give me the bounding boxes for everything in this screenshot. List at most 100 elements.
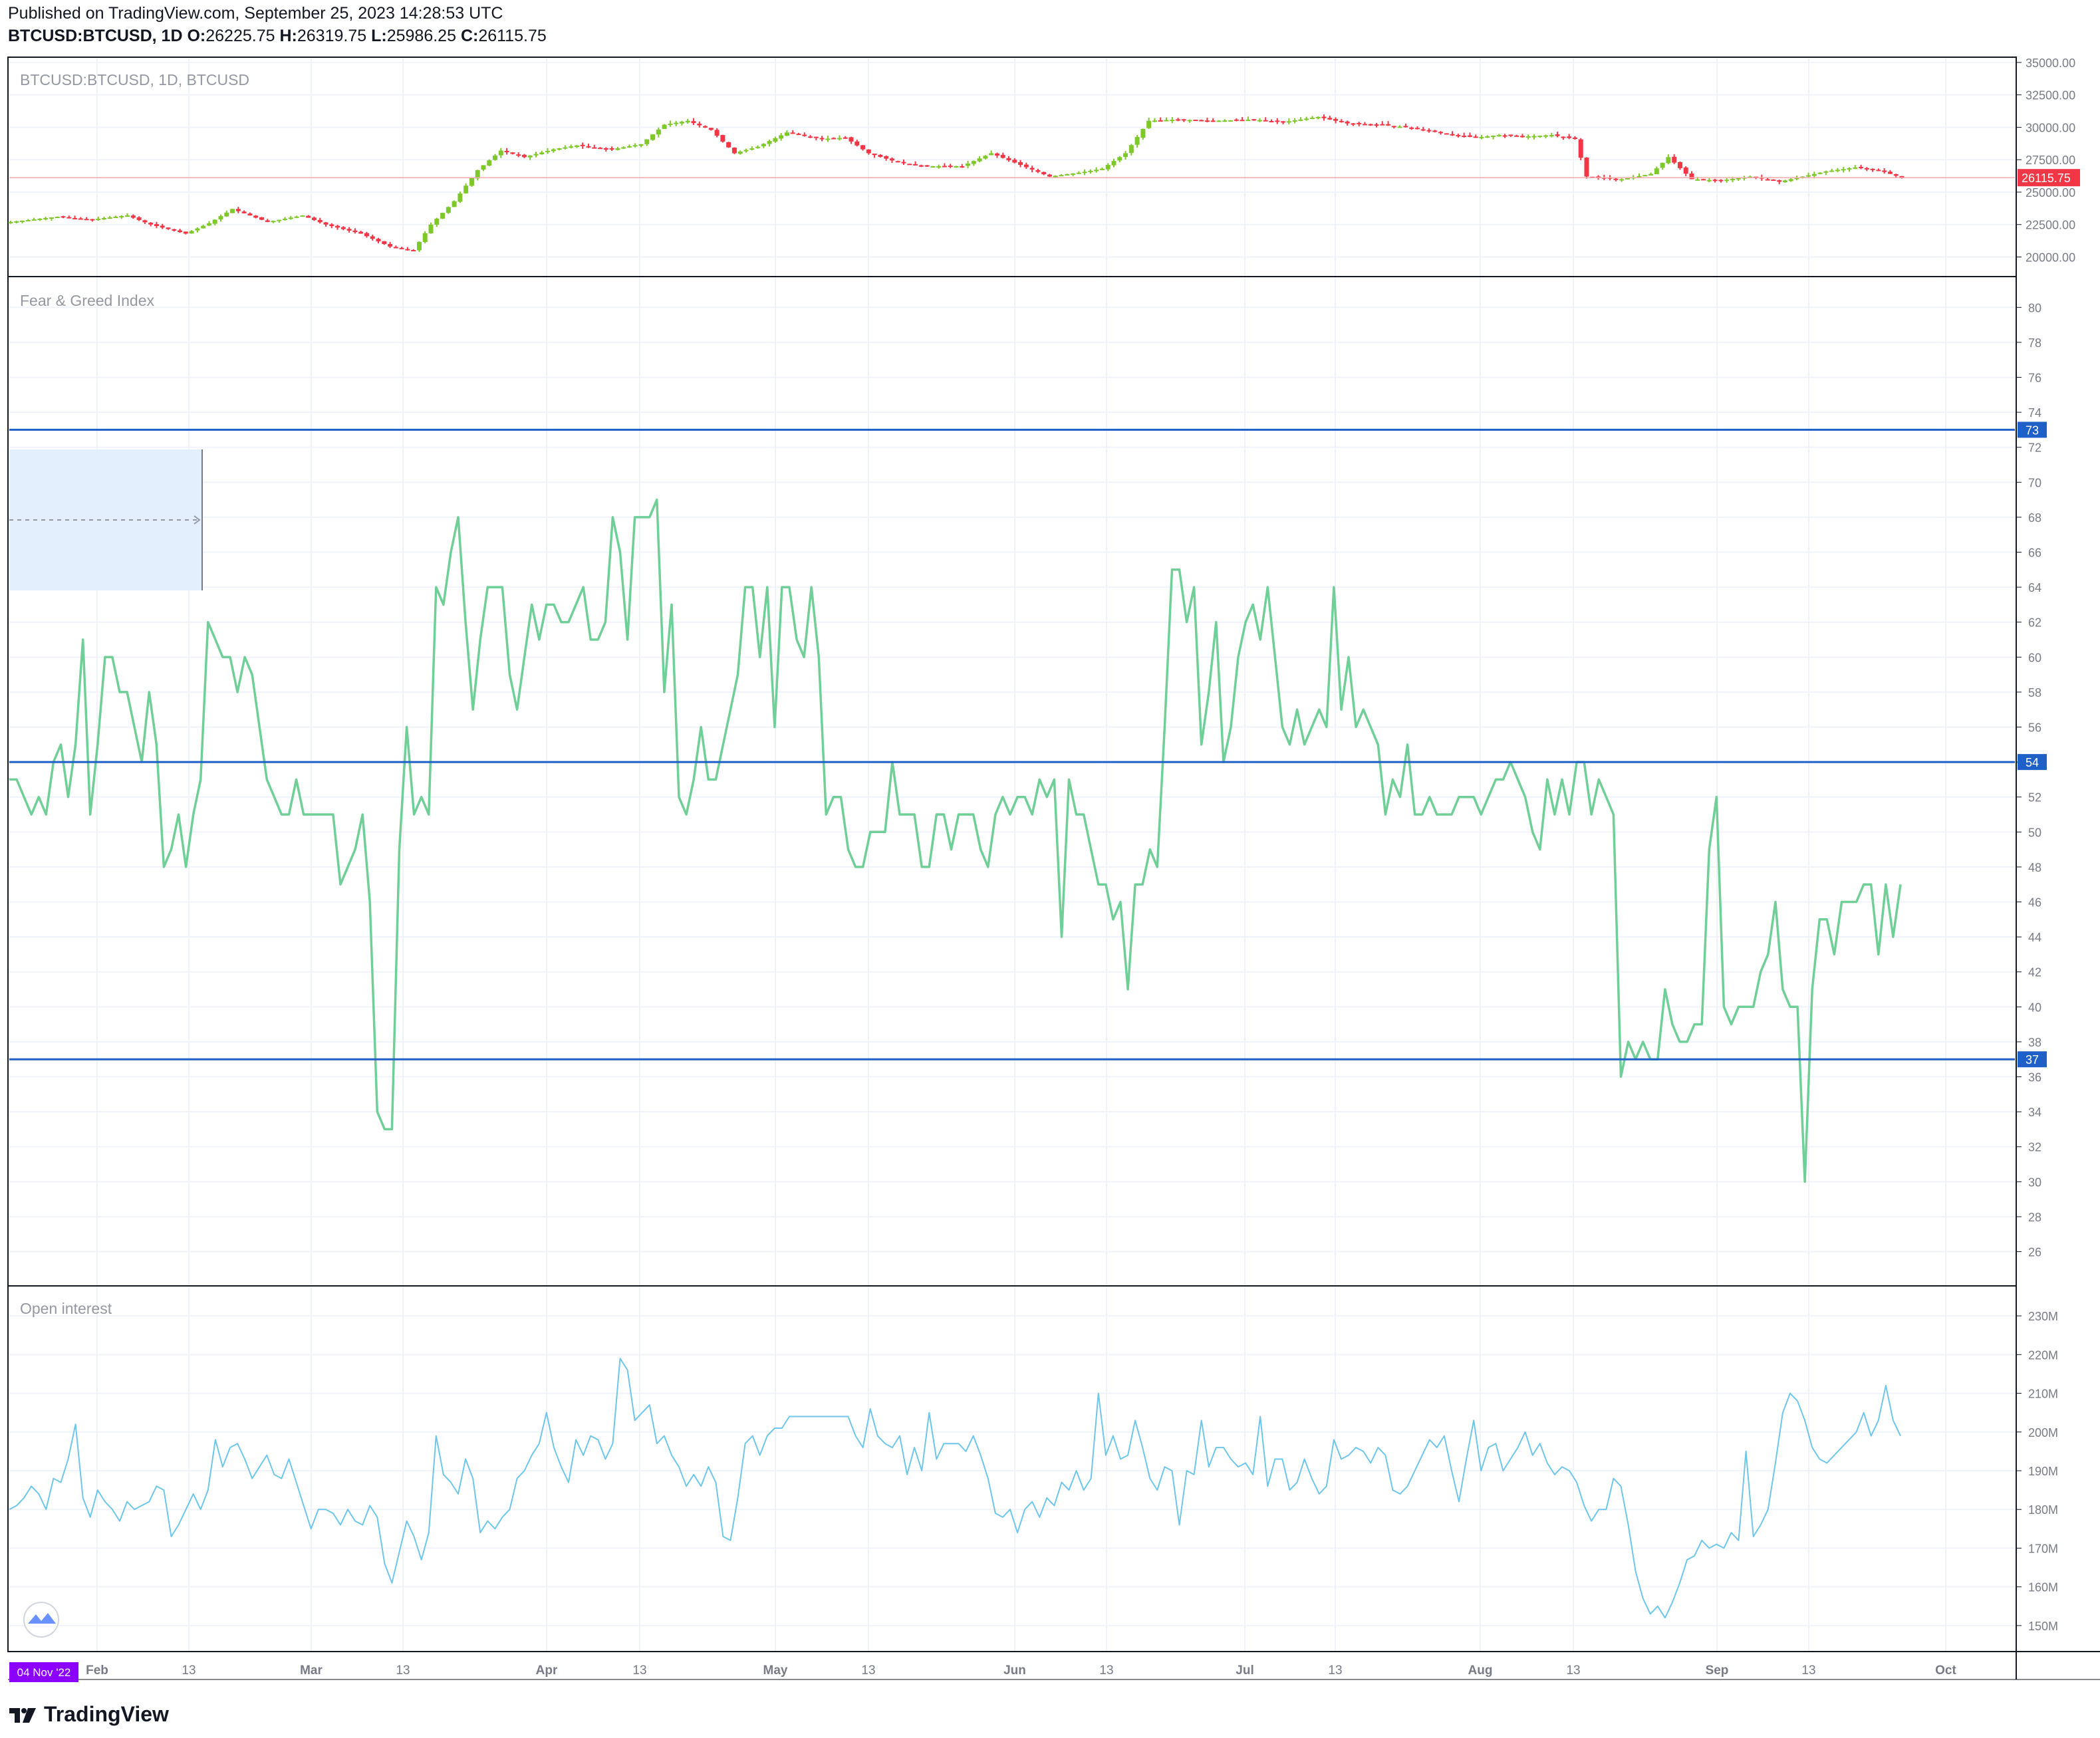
candle-body[interactable] bbox=[942, 166, 947, 168]
candle-body[interactable] bbox=[1572, 137, 1577, 139]
candle-body[interactable] bbox=[831, 138, 837, 140]
candle-body[interactable] bbox=[790, 132, 795, 134]
candle-body[interactable] bbox=[685, 120, 690, 123]
candle-body[interactable] bbox=[335, 225, 340, 228]
candle-body[interactable] bbox=[1432, 130, 1438, 132]
candle-body[interactable] bbox=[1420, 129, 1426, 131]
candle-body[interactable] bbox=[1246, 120, 1251, 122]
fear-greed-line[interactable] bbox=[9, 498, 1902, 1183]
candle-body[interactable] bbox=[346, 229, 352, 231]
candle-body[interactable] bbox=[1456, 135, 1461, 137]
candle-body[interactable] bbox=[1531, 136, 1537, 138]
candle-body[interactable] bbox=[1718, 180, 1724, 182]
candle-body[interactable] bbox=[1351, 123, 1356, 125]
candle-body[interactable] bbox=[1006, 158, 1011, 160]
candle-body[interactable] bbox=[808, 136, 813, 138]
candle-body[interactable] bbox=[1035, 170, 1041, 172]
candle-body[interactable] bbox=[668, 124, 673, 126]
candle-body[interactable] bbox=[37, 218, 43, 220]
candle-body[interactable] bbox=[708, 128, 714, 130]
candle-body[interactable] bbox=[1362, 124, 1367, 126]
candle-body[interactable] bbox=[1637, 176, 1642, 178]
candle-body[interactable] bbox=[1234, 119, 1239, 121]
candle-body[interactable] bbox=[1345, 121, 1350, 124]
candle-body[interactable] bbox=[1158, 120, 1163, 122]
candle-body[interactable] bbox=[440, 213, 446, 219]
candle-body[interactable] bbox=[1701, 179, 1706, 181]
candle-body[interactable] bbox=[743, 150, 749, 152]
candle-body[interactable] bbox=[189, 231, 194, 234]
candle-body[interactable] bbox=[930, 166, 936, 168]
candle-body[interactable] bbox=[884, 156, 889, 159]
candle-body[interactable] bbox=[1199, 120, 1204, 122]
candle-body[interactable] bbox=[1870, 168, 1875, 170]
candle-body[interactable] bbox=[201, 225, 206, 229]
candle-body[interactable] bbox=[329, 224, 334, 227]
candle-body[interactable] bbox=[1269, 121, 1274, 123]
candle-body[interactable] bbox=[259, 217, 264, 220]
candle-body[interactable] bbox=[66, 217, 72, 219]
candle-body[interactable] bbox=[434, 218, 440, 225]
candle-body[interactable] bbox=[399, 247, 404, 249]
candle-body[interactable] bbox=[1567, 136, 1572, 138]
candle-body[interactable] bbox=[1286, 121, 1291, 123]
candle-body[interactable] bbox=[166, 227, 171, 229]
candle-body[interactable] bbox=[1304, 118, 1309, 120]
candle-body[interactable] bbox=[632, 145, 638, 147]
candle-body[interactable] bbox=[773, 138, 778, 142]
candle-body[interactable] bbox=[1462, 136, 1467, 138]
candle-body[interactable] bbox=[1847, 168, 1852, 170]
candle-body[interactable] bbox=[1514, 135, 1519, 137]
candle-body[interactable] bbox=[1502, 135, 1508, 137]
candle-body[interactable] bbox=[1029, 168, 1035, 170]
candle-body[interactable] bbox=[913, 164, 918, 166]
candle-body[interactable] bbox=[1893, 174, 1899, 176]
tradingview-brand[interactable]: TradingView bbox=[8, 1702, 169, 1727]
candle-body[interactable] bbox=[43, 217, 49, 219]
candle-body[interactable] bbox=[1257, 120, 1262, 122]
candle-body[interactable] bbox=[1047, 174, 1052, 177]
candle-body[interactable] bbox=[1788, 179, 1793, 182]
candle-body[interactable] bbox=[1041, 172, 1047, 175]
fear-greed-pane[interactable] bbox=[9, 428, 2015, 1183]
candle-body[interactable] bbox=[416, 241, 422, 251]
candle-body[interactable] bbox=[1193, 119, 1198, 121]
candle-body[interactable] bbox=[405, 249, 410, 251]
candle-body[interactable] bbox=[761, 144, 766, 147]
candle-body[interactable] bbox=[924, 165, 930, 167]
candle-body[interactable] bbox=[49, 217, 54, 219]
candle-body[interactable] bbox=[300, 215, 305, 217]
candle-body[interactable] bbox=[1216, 120, 1222, 122]
candle-body[interactable] bbox=[1485, 136, 1490, 138]
candle-body[interactable] bbox=[563, 147, 568, 149]
candle-body[interactable] bbox=[107, 217, 112, 219]
candle-body[interactable] bbox=[55, 217, 60, 219]
candle-body[interactable] bbox=[1549, 135, 1554, 137]
candle-body[interactable] bbox=[1181, 119, 1186, 121]
candle-body[interactable] bbox=[1666, 157, 1671, 164]
candle-body[interactable] bbox=[1099, 168, 1105, 170]
candle-body[interactable] bbox=[755, 146, 761, 148]
open-interest-pane[interactable] bbox=[9, 1358, 1901, 1619]
candle-body[interactable] bbox=[411, 250, 416, 252]
candle-body[interactable] bbox=[376, 239, 381, 242]
candle-body[interactable] bbox=[352, 230, 358, 233]
candle-body[interactable] bbox=[235, 209, 241, 211]
candle-body[interactable] bbox=[317, 219, 323, 223]
candle-body[interactable] bbox=[1835, 170, 1840, 172]
price-pane[interactable] bbox=[8, 114, 2016, 252]
candle-body[interactable] bbox=[1829, 170, 1835, 172]
candle-body[interactable] bbox=[253, 215, 259, 218]
candle-body[interactable] bbox=[388, 244, 393, 247]
candle-body[interactable] bbox=[340, 227, 346, 229]
candle-body[interactable] bbox=[1094, 170, 1099, 172]
candle-body[interactable] bbox=[878, 154, 883, 157]
candle-body[interactable] bbox=[551, 149, 556, 152]
candle-body[interactable] bbox=[90, 219, 95, 221]
candle-body[interactable] bbox=[1105, 165, 1111, 170]
candle-body[interactable] bbox=[72, 217, 78, 219]
candle-body[interactable] bbox=[1170, 120, 1175, 122]
candle-body[interactable] bbox=[656, 129, 661, 135]
candle-body[interactable] bbox=[358, 231, 364, 234]
candle-body[interactable] bbox=[1859, 166, 1864, 168]
